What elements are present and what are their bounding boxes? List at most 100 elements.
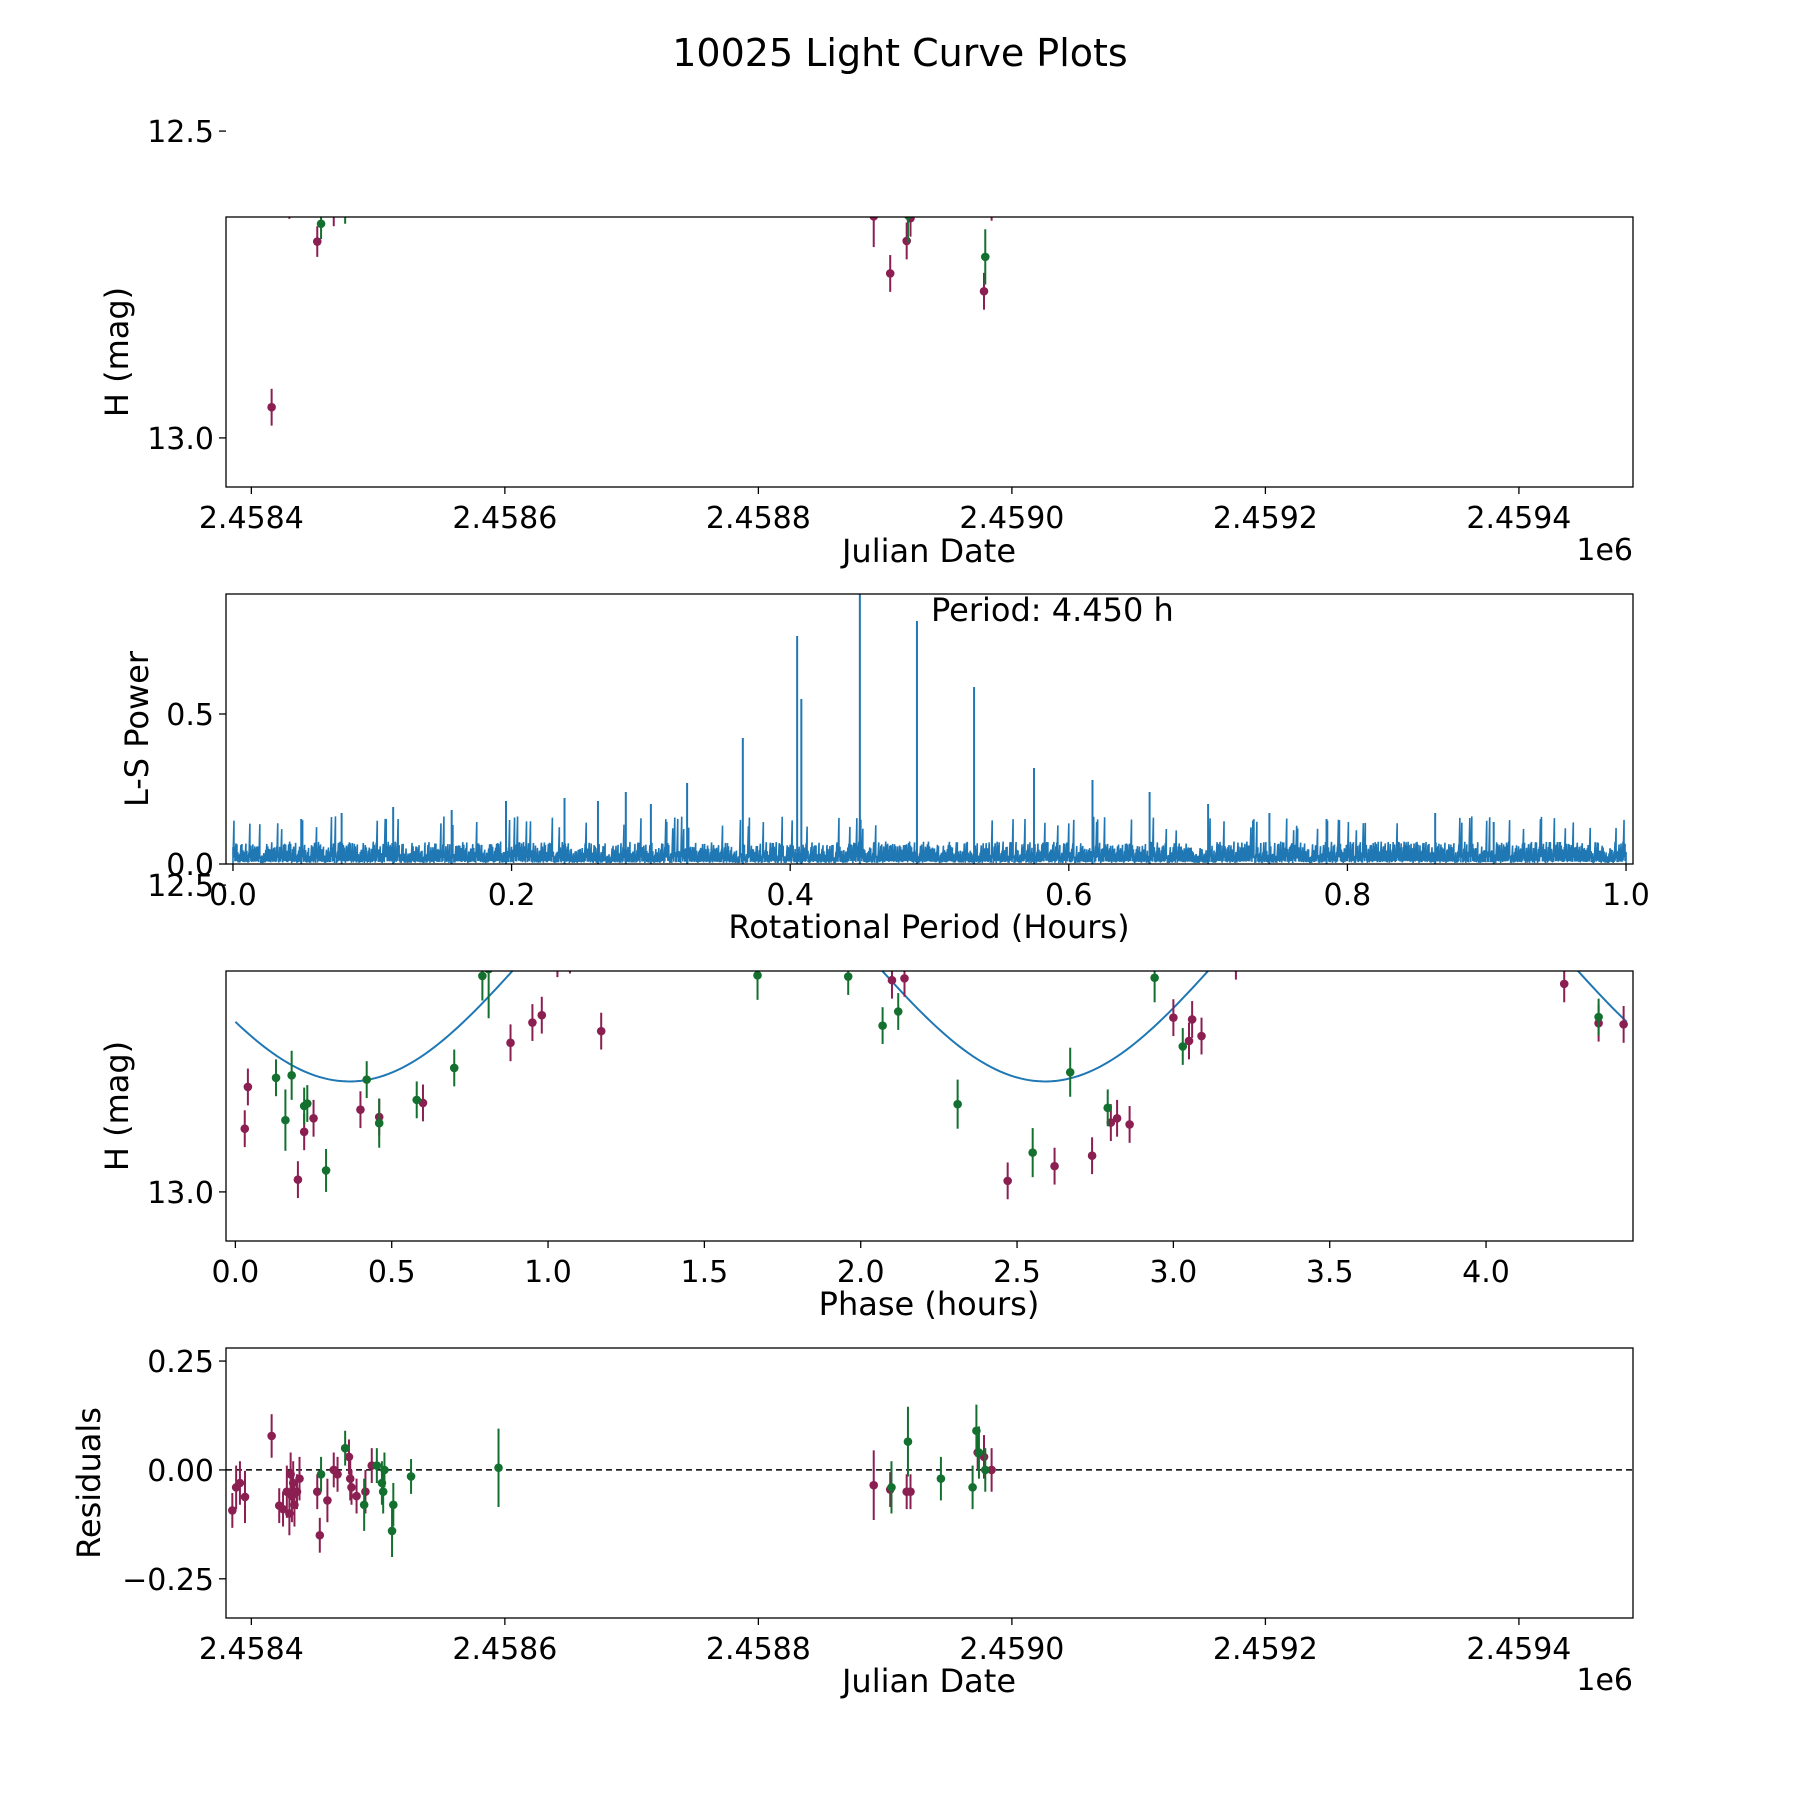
x-offset-label: 1e6 <box>1576 533 1633 568</box>
period-annotation: Period: 4.450 h <box>931 591 1174 629</box>
data-point <box>356 1105 365 1114</box>
data-point <box>1125 1120 1134 1129</box>
data-point <box>1260 916 1269 925</box>
data-point <box>973 155 982 164</box>
y-tick-label: −0.25 <box>122 1563 214 1598</box>
data-point <box>232 156 241 165</box>
panel-periodogram: 0.0 0.2 0.4 0.6 0.8 1.0 0.0 0.5 Rotational Peri… <box>118 591 1650 946</box>
data-point <box>893 1007 903 1016</box>
x-tick-label: 2.4594 <box>1466 1632 1571 1667</box>
x-tick-label: 1.5 <box>681 1255 729 1290</box>
data-point <box>902 236 911 246</box>
y-axis-label: Residuals <box>70 1407 108 1559</box>
data-point <box>380 151 389 160</box>
data-point <box>968 189 977 198</box>
data-point <box>694 864 703 873</box>
data-point <box>684 811 693 820</box>
data-point <box>980 252 990 262</box>
data-point <box>1197 1031 1206 1041</box>
data-point <box>281 1115 290 1125</box>
x-tick-label: 2.5 <box>993 1255 1041 1290</box>
data-point <box>235 1478 245 1488</box>
data-point <box>345 159 354 168</box>
data-point <box>359 1500 369 1510</box>
data-point <box>903 1437 913 1446</box>
data-point <box>360 132 369 141</box>
y-tick-label: 0.00 <box>147 1454 214 1489</box>
panel-residuals: 2.4584 2.4586 2.4588 2.4590 2.4592 2.4594 0.25… <box>70 1345 1634 1700</box>
data-point <box>1003 1176 1012 1186</box>
data-point <box>374 1118 384 1128</box>
x-axis-label: Julian Date <box>840 1662 1016 1700</box>
data-point <box>389 1500 398 1510</box>
data-point <box>389 165 398 174</box>
data-point <box>869 217 878 221</box>
y-tick-label: 0.5 <box>166 698 214 733</box>
panel-content <box>226 1404 1633 1558</box>
data-point <box>1087 1151 1097 1161</box>
data-point <box>286 153 295 162</box>
x-tick-label: 0.2 <box>488 878 536 913</box>
y-tick-label: 13.0 <box>147 1176 214 1211</box>
data-point <box>484 971 493 974</box>
panel-content <box>232 594 1627 864</box>
data-point <box>506 1038 515 1048</box>
data-point <box>1028 1148 1037 1157</box>
data-point <box>379 189 388 198</box>
data-point <box>1559 979 1569 989</box>
periodogram-noise-line <box>232 816 1627 864</box>
data-point <box>406 1472 416 1481</box>
x-tick-label: 2.4590 <box>959 1632 1064 1667</box>
data-point <box>850 948 859 957</box>
data-point <box>283 164 292 173</box>
x-tick-label: 0.4 <box>766 878 814 913</box>
data-point <box>367 164 376 173</box>
data-point <box>974 1448 984 1457</box>
data-point <box>1369 809 1378 818</box>
data-point <box>295 1474 304 1483</box>
data-point <box>293 1175 303 1184</box>
data-point <box>980 1465 990 1475</box>
data-point <box>299 1127 309 1137</box>
x-tick-label: 2.4588 <box>706 501 811 536</box>
y-axis-label: L-S Power <box>118 650 156 807</box>
data-point <box>869 1480 879 1490</box>
data-point <box>1501 919 1510 928</box>
data-point <box>267 1431 276 1441</box>
data-point <box>285 196 294 205</box>
y-tick-label: 12.5 <box>147 869 214 904</box>
data-point <box>352 188 361 197</box>
data-point <box>1178 1042 1188 1051</box>
x-axis-label: Phase (hours) <box>819 1285 1040 1323</box>
data-point <box>878 1021 887 1030</box>
data-point <box>1419 888 1428 897</box>
data-point <box>333 195 342 204</box>
data-point <box>340 1443 350 1453</box>
data-point <box>904 217 912 220</box>
data-point <box>352 1491 361 1501</box>
x-axis-label: Julian Date <box>840 532 1016 570</box>
data-point <box>316 219 326 229</box>
data-point <box>287 1071 296 1080</box>
data-point <box>553 954 562 963</box>
y-axis-label: H (mag) <box>98 287 136 417</box>
data-point <box>936 1474 946 1483</box>
panel-content <box>232 132 993 426</box>
data-point <box>1103 1103 1113 1113</box>
data-point <box>537 1010 547 1020</box>
data-point <box>843 972 853 981</box>
data-point <box>1472 807 1481 816</box>
data-point <box>387 1526 397 1536</box>
x-offset-label: 1e6 <box>1576 1663 1633 1698</box>
data-point <box>953 1099 962 1109</box>
y-tick-label: 0.0 <box>166 848 214 883</box>
data-point <box>528 1018 537 1027</box>
data-point <box>1619 1020 1628 1029</box>
y-tick-label: 0.25 <box>147 1345 214 1380</box>
data-point <box>323 188 332 197</box>
x-tick-label: 0.6 <box>1045 878 1093 913</box>
x-tick-label: 2.4594 <box>1466 501 1571 536</box>
x-tick-label: 2.4584 <box>199 1632 304 1667</box>
data-point <box>738 883 747 892</box>
data-point <box>596 1026 606 1036</box>
